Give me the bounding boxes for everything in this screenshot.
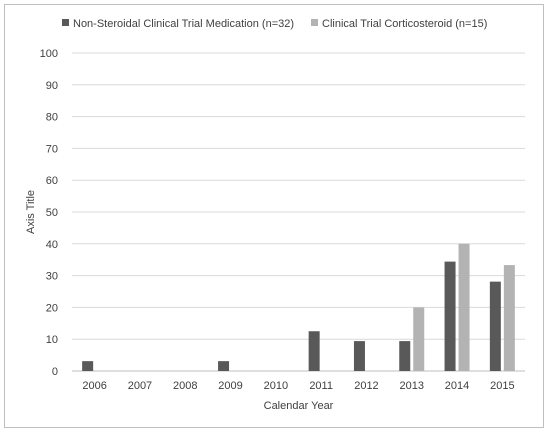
x-tick-label: 2015: [490, 380, 514, 392]
y-tick-label: 70: [46, 143, 58, 155]
bar-2012-series-1: [353, 341, 365, 371]
legend-swatch-series-2: [311, 19, 318, 26]
bar-2015-series-2: [503, 265, 515, 371]
y-tick-label: 20: [46, 302, 58, 314]
y-axis-title: Axis Title: [25, 190, 37, 234]
y-tick-label: 60: [46, 175, 58, 187]
x-tick-labels: 2006 2007 2008 2009 2010 2011 2012 2013 2014 2015: [82, 380, 514, 392]
y-tick-label: 0: [52, 366, 58, 378]
legend: Non-Steroidal Clinical Trial Medication …: [62, 18, 487, 30]
y-tick-label: 80: [46, 112, 58, 124]
x-tick-label: 2012: [354, 380, 378, 392]
x-tick-label: 2007: [128, 380, 152, 392]
bar-2009-series-1: [218, 361, 230, 371]
y-tick-labels: 0 10 20 30 40 50 60 70 80 90 100: [40, 48, 58, 378]
bars: [82, 243, 515, 371]
bar-2014-series-2: [458, 243, 470, 371]
legend-label-series-2: Clinical Trial Corticosteroid (n=15): [322, 18, 487, 30]
bar-2013-series-1: [399, 341, 411, 371]
y-tick-label: 90: [46, 80, 58, 92]
x-tick-label: 2008: [173, 380, 197, 392]
bar-2014-series-1: [444, 261, 456, 371]
gridlines: [72, 52, 525, 372]
y-tick-label: 40: [46, 239, 58, 251]
x-tick-label: 2009: [218, 380, 242, 392]
bar-2006-series-1: [82, 361, 94, 371]
x-tick-label: 2010: [264, 380, 288, 392]
y-tick-label: 50: [46, 207, 58, 219]
x-tick-label: 2014: [445, 380, 469, 392]
x-tick-label: 2011: [309, 380, 333, 392]
bar-2011-series-1: [308, 331, 320, 371]
legend-label-series-1: Non-Steroidal Clinical Trial Medication …: [73, 18, 294, 30]
x-axis-title: Calendar Year: [264, 400, 334, 412]
y-tick-label: 30: [46, 271, 58, 283]
legend-swatch-series-1: [62, 19, 69, 26]
bar-2015-series-1: [489, 281, 501, 371]
y-tick-label: 100: [40, 48, 58, 60]
bar-2013-series-2: [413, 307, 425, 371]
y-tick-label: 10: [46, 334, 58, 346]
x-tick-label: 2006: [82, 380, 106, 392]
x-tick-label: 2013: [400, 380, 424, 392]
